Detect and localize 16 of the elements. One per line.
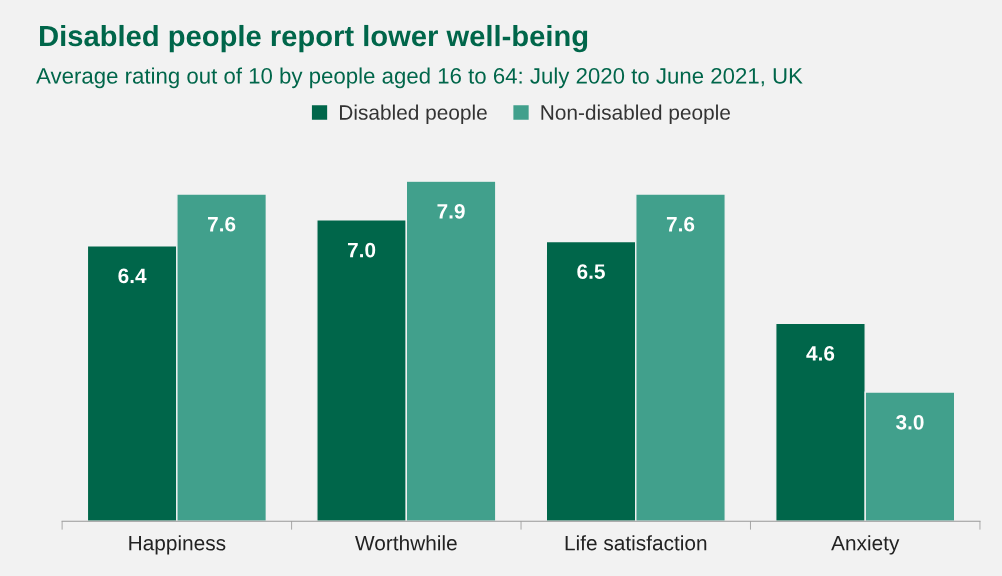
x-tick-label: Happiness xyxy=(129,535,226,555)
data-label: 4.6 xyxy=(806,346,835,361)
data-label: 6.4 xyxy=(118,268,147,284)
chart-title: Disabled people report lower well-being xyxy=(40,24,588,53)
legend-label: Non-disabled people xyxy=(541,104,730,124)
legend-label: Disabled people xyxy=(340,104,487,124)
data-label: 7.6 xyxy=(666,216,695,232)
x-tick-label: Worthwhile xyxy=(355,535,457,551)
data-label: 6.5 xyxy=(577,264,605,279)
data-label: 7.0 xyxy=(347,242,376,258)
data-label: 7.6 xyxy=(208,216,236,232)
data-label: 7.9 xyxy=(437,203,465,219)
chart-subtitle: Average rating out of 10 by people aged 16 to 64: July 2020 to June 2021, UK xyxy=(36,67,803,89)
x-tick-label: Anxiety xyxy=(831,535,900,555)
data-label: 3.0 xyxy=(895,414,924,430)
x-tick-label: Life satisfaction xyxy=(565,535,707,551)
